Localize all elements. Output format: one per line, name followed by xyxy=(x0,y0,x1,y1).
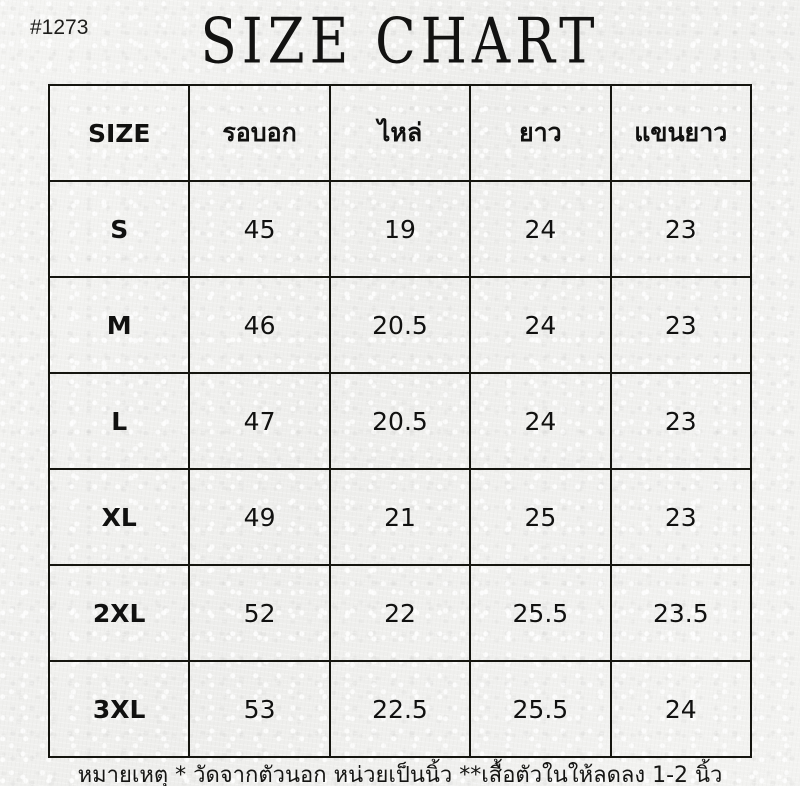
cell-shoulder: 22.5 xyxy=(328,660,472,758)
product-code-label: #1273 xyxy=(30,16,89,39)
cell-size: 3XL xyxy=(47,660,191,758)
cell-size: XL xyxy=(47,468,191,566)
cell-size: 2XL xyxy=(47,564,191,662)
cell-chest: 52 xyxy=(188,564,331,662)
cell-chest: 53 xyxy=(188,660,331,758)
cell-size: M xyxy=(47,276,191,374)
cell-sleeve: 23 xyxy=(609,468,753,566)
cell-chest: 49 xyxy=(188,468,331,566)
cell-sleeve: 23.5 xyxy=(609,564,753,662)
cell-size: L xyxy=(47,372,191,470)
cell-length: 25 xyxy=(469,468,612,566)
table-header-row: SIZE รอบอก ไหล่ ยาว แขนยาว xyxy=(47,84,753,182)
column-header-chest: รอบอก xyxy=(188,84,331,182)
table-row: S 45 19 24 23 xyxy=(47,180,753,278)
cell-length: 24 xyxy=(469,180,612,278)
page-title: SIZE CHART xyxy=(200,5,600,78)
size-chart-table: SIZE รอบอก ไหล่ ยาว แขนยาว S 45 19 24 23… xyxy=(47,84,753,758)
cell-size: S xyxy=(47,180,191,278)
column-header-size: SIZE xyxy=(47,84,191,182)
cell-shoulder: 20.5 xyxy=(328,276,472,374)
cell-chest: 45 xyxy=(188,180,331,278)
cell-length: 24 xyxy=(469,372,612,470)
cell-shoulder: 20.5 xyxy=(328,372,472,470)
table-row: 2XL 52 22 25.5 23.5 xyxy=(47,564,753,662)
measurement-note: หมายเหตุ * วัดจากตัวนอก หน่วยเป็นนิ้ว **… xyxy=(77,763,723,786)
table-row: 3XL 53 22.5 25.5 24 xyxy=(47,660,753,758)
table-row: L 47 20.5 24 23 xyxy=(47,372,753,470)
column-header-length: ยาว xyxy=(469,84,612,182)
table-row: M 46 20.5 24 23 xyxy=(47,276,753,374)
cell-shoulder: 22 xyxy=(328,564,472,662)
column-header-sleeve: แขนยาว xyxy=(609,84,753,182)
cell-length: 25.5 xyxy=(469,564,612,662)
cell-shoulder: 21 xyxy=(328,468,472,566)
cell-sleeve: 23 xyxy=(609,372,753,470)
cell-sleeve: 24 xyxy=(609,660,753,758)
cell-chest: 46 xyxy=(188,276,331,374)
cell-chest: 47 xyxy=(188,372,331,470)
cell-length: 24 xyxy=(469,276,612,374)
cell-length: 25.5 xyxy=(469,660,612,758)
cell-sleeve: 23 xyxy=(609,180,753,278)
table-row: XL 49 21 25 23 xyxy=(47,468,753,566)
cell-sleeve: 23 xyxy=(609,276,753,374)
cell-shoulder: 19 xyxy=(328,180,472,278)
column-header-shoulder: ไหล่ xyxy=(328,84,472,182)
